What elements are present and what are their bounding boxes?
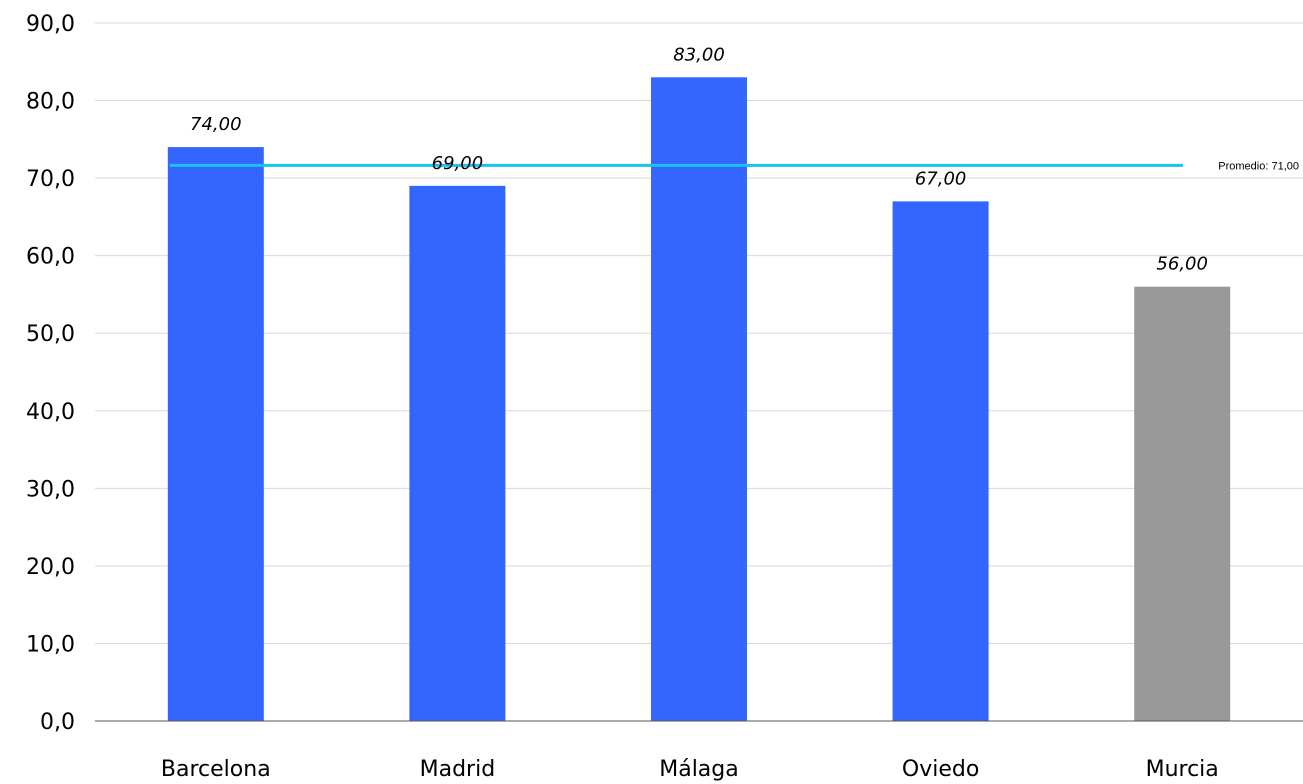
bar bbox=[409, 185, 506, 721]
x-axis-ticks: Barcelona Madrid Málaga Oviedo Murcia bbox=[161, 757, 1219, 782]
x-tick-label: Barcelona bbox=[161, 757, 271, 782]
bar bbox=[651, 77, 747, 722]
y-tick-label: 50,0 bbox=[26, 322, 75, 347]
y-axis-ticks: 0,0 10,0 20,0 30,0 40,0 50,0 60,0 70,0 80,0 90,0 bbox=[26, 12, 75, 735]
x-tick-label: Málaga bbox=[659, 757, 739, 782]
x-tick-label: Murcia bbox=[1146, 757, 1219, 782]
bar bbox=[892, 201, 989, 721]
y-tick-label: 0,0 bbox=[40, 710, 75, 735]
y-tick-label: 70,0 bbox=[26, 167, 75, 192]
average-label: Promedio: 71,00 bbox=[1218, 160, 1299, 172]
data-label: 69,00 bbox=[432, 153, 484, 174]
y-tick-label: 40,0 bbox=[26, 400, 75, 425]
average-line-group: Promedio: 71,00 bbox=[169, 160, 1299, 172]
bar bbox=[1134, 286, 1231, 721]
bars bbox=[167, 77, 1231, 722]
y-tick-label: 90,0 bbox=[26, 12, 75, 37]
y-tick-label: 80,0 bbox=[26, 90, 75, 115]
data-labels: 74,00 69,00 83,00 67,00 56,00 bbox=[190, 44, 1208, 274]
y-tick-label: 60,0 bbox=[26, 245, 75, 270]
data-label: 74,00 bbox=[190, 114, 242, 135]
y-tick-label: 10,0 bbox=[26, 632, 75, 657]
x-tick-label: Oviedo bbox=[902, 757, 979, 782]
y-tick-label: 30,0 bbox=[26, 477, 75, 502]
data-label: 56,00 bbox=[1156, 254, 1208, 275]
bar bbox=[167, 147, 264, 722]
data-label: 67,00 bbox=[915, 168, 967, 189]
y-tick-label: 20,0 bbox=[26, 555, 75, 580]
x-tick-label: Madrid bbox=[420, 757, 496, 782]
data-label: 83,00 bbox=[673, 44, 725, 65]
